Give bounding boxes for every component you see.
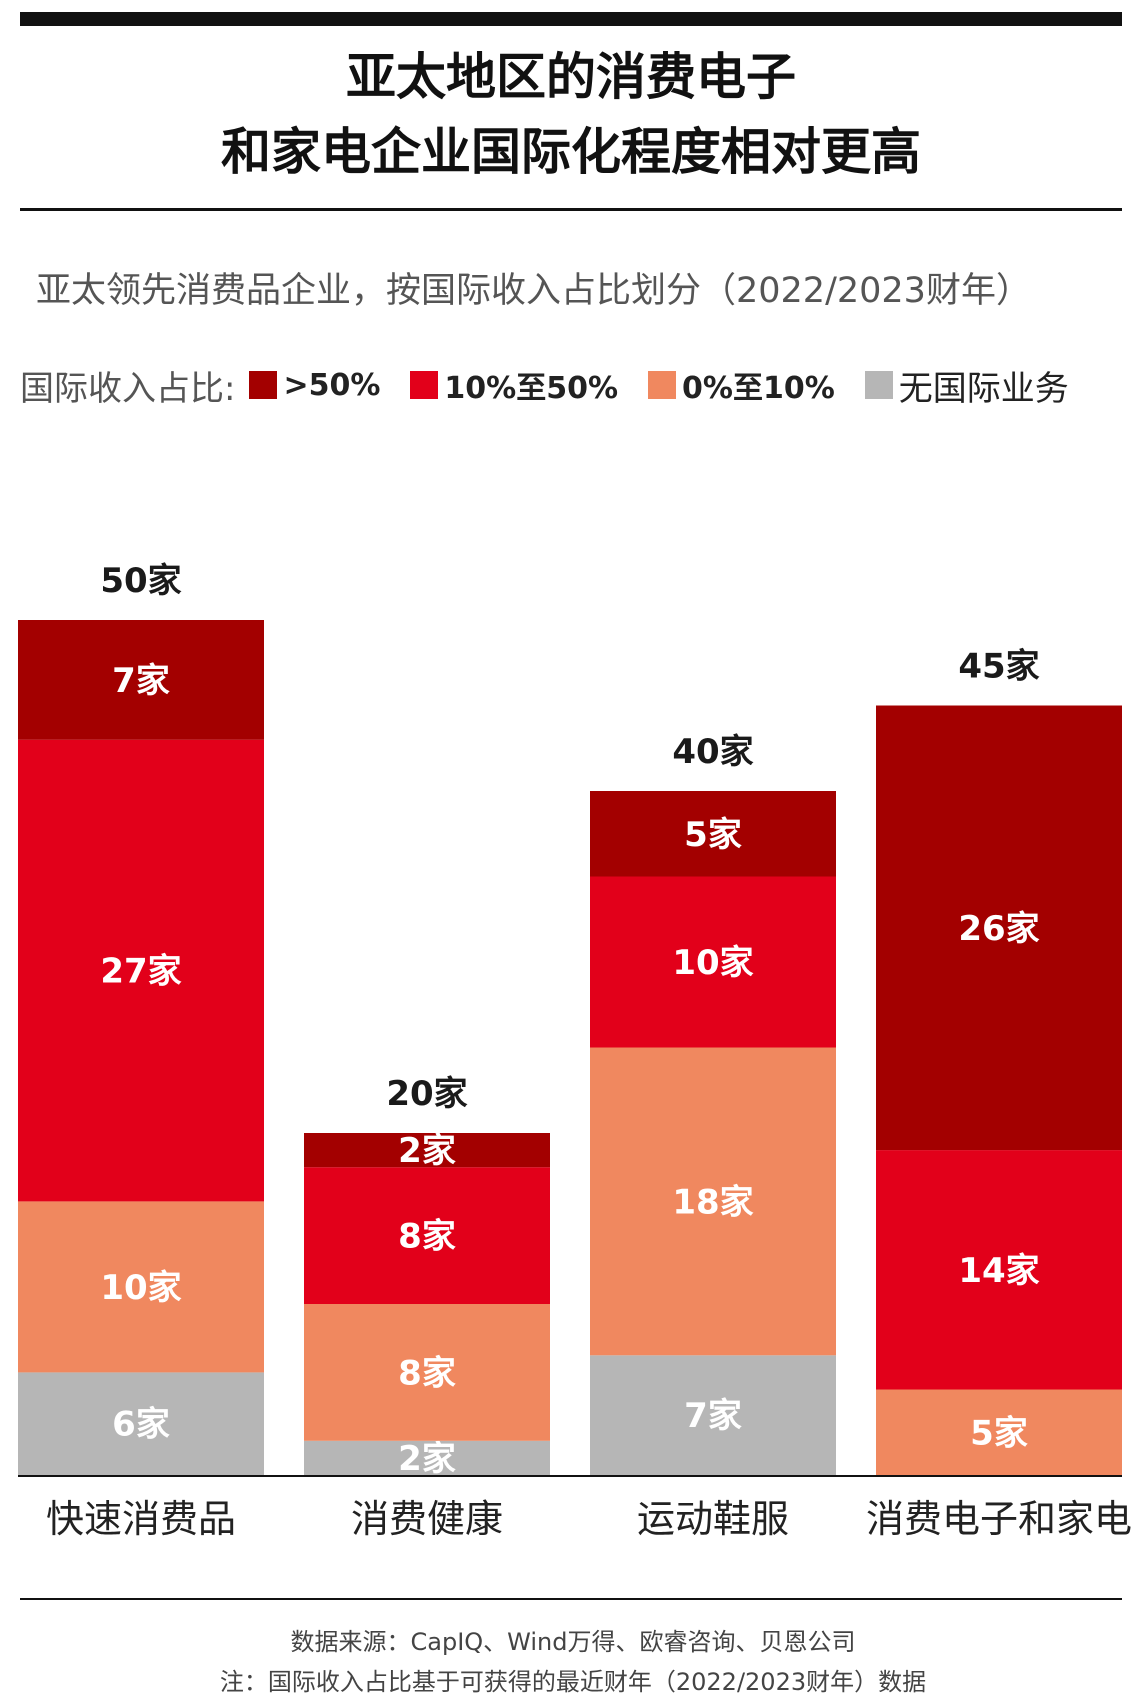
chart-subtitle: 亚太领先消费品企业，按国际收入占比划分（2022/2023财年） [36,271,1031,311]
bar-segment-0to10-1 [18,1201,264,1373]
data-label-10to50-4: 14家 [958,1251,1039,1291]
legend-label-none: 无国际业务 [898,368,1069,409]
bar-segment-gt50-4 [876,705,1122,1151]
bar-segment-10to50-4 [876,1150,1122,1390]
data-label-gt50-1: 7家 [112,661,170,701]
legend-item-0to10: 0%至10% [648,363,835,407]
data-label-10to50-2: 8家 [398,1217,456,1257]
data-label-none-1: 6家 [112,1405,170,1445]
bar-segment-10to50-3 [590,876,836,1048]
bar-segment-0to10-3 [590,1047,836,1356]
data-label-gt50-4: 26家 [958,909,1039,949]
category-label-3: 运动鞋服 [637,1497,789,1541]
legend-swatch-10to50 [410,371,439,399]
total-label-4: 45家 [958,647,1039,687]
total-label-2: 20家 [386,1074,467,1114]
bar-segment-gt50-2 [304,1133,550,1168]
chart-title-line-1: 亚太地区的消费电子 [346,48,796,106]
bar-segment-10to50-2 [304,1167,550,1304]
data-label-0to10-1: 10家 [100,1268,181,1308]
bar-segment-0to10-2 [304,1304,550,1441]
top-rule-bar [20,12,1122,26]
bar-segment-10to50-1 [18,739,264,1202]
legend-item-10to50: 10%至50% [410,363,618,407]
data-label-none-2: 2家 [398,1439,456,1479]
data-label-10to50-3: 10家 [672,943,753,983]
legend-label-10to50: 10%至50% [444,371,619,406]
legend-label-gt50: >50% [283,367,381,403]
total-label-1: 50家 [100,561,181,601]
data-label-none-3: 7家 [684,1396,742,1436]
data-label-0to10-3: 18家 [672,1182,753,1222]
footnote: 注：国际收入占比基于可获得的最近财年（2022/2023财年）数据 [219,1668,927,1696]
chart-title-line-2: 和家电企业国际化程度相对更高 [221,123,921,181]
legend-swatch-none [864,371,893,399]
data-label-gt50-2: 2家 [398,1131,456,1171]
legend-item-none: 无国际业务 [864,361,1069,410]
bar-segment-none-3 [590,1355,836,1475]
data-label-0to10-4: 5家 [970,1413,1028,1453]
bar-segment-none-2 [304,1440,550,1475]
footer-rule [20,1598,1122,1600]
data-label-gt50-3: 5家 [684,815,742,855]
data-label-0to10-2: 8家 [398,1353,456,1393]
category-label-1: 快速消费品 [46,1497,236,1541]
bar-segment-gt50-3 [590,791,836,877]
legend-item-gt50: >50% [249,368,380,403]
data-label-10to50-1: 27家 [100,952,181,992]
total-label-3: 40家 [672,732,753,772]
bar-segment-none-1 [18,1372,264,1475]
bar-segment-gt50-1 [18,620,264,740]
legend: 国际收入占比: >50% 10%至50% 0%至10% 无国际业务 [20,360,1099,410]
legend-swatch-0to10 [648,371,677,399]
category-label-2: 消费健康 [351,1497,503,1541]
legend-title: 国际收入占比: [20,368,236,409]
legend-label-0to10: 0%至10% [682,371,835,406]
title-rule [20,208,1122,211]
bar-segment-0to10-4 [876,1389,1122,1475]
legend-swatch-gt50 [249,371,278,399]
source-note: 数据来源：CapIQ、Wind万得、欧睿咨询、贝恩公司 [290,1628,856,1656]
category-label-4: 消费电子和家电 [866,1497,1132,1541]
